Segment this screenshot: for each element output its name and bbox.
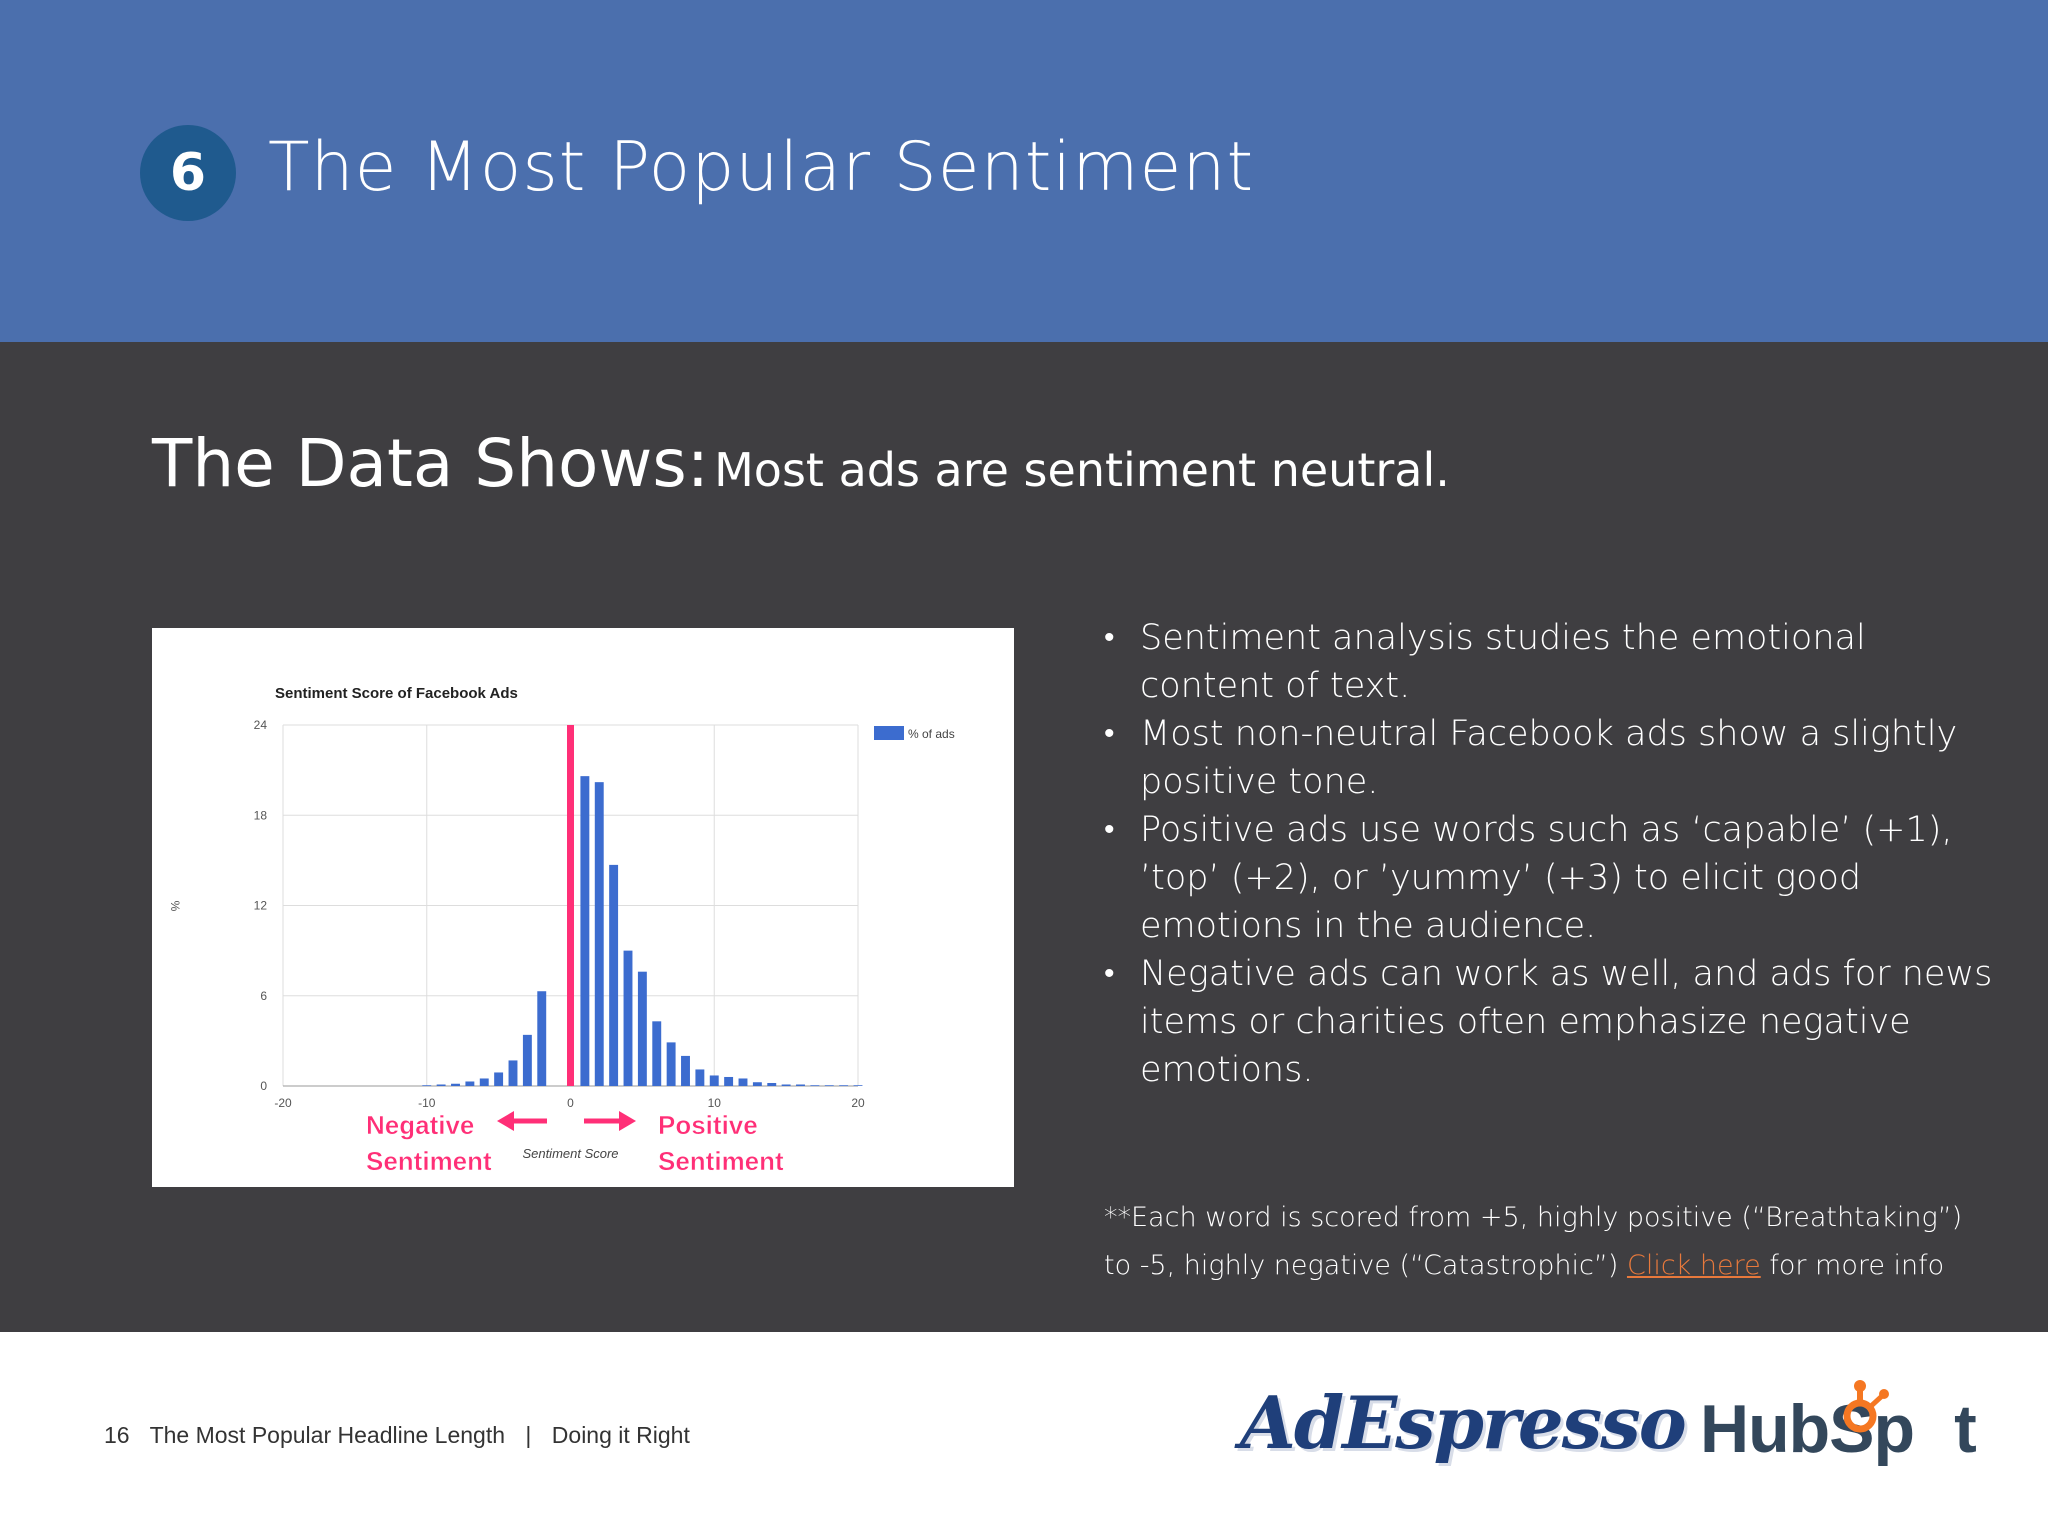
bullet-list: Sentiment analysis studies the emotional…	[1100, 614, 2000, 1094]
footnote-text: **Each word is scored from +5, highly po…	[1104, 1202, 1963, 1281]
bar	[695, 1069, 705, 1086]
positive-label: Sentiment	[658, 1146, 784, 1176]
bar	[724, 1076, 734, 1086]
page-title: The Most Popular Sentiment	[268, 128, 1255, 207]
y-tick-label: 18	[254, 808, 268, 822]
bar	[451, 1083, 460, 1086]
headline: The Data Shows: Most ads are sentiment n…	[152, 425, 1450, 502]
bar	[465, 1081, 475, 1086]
y-tick-label: 12	[254, 899, 268, 913]
adespresso-logo: AdEspresso	[1240, 1380, 1687, 1465]
x-axis-label: Sentiment Score	[522, 1146, 618, 1161]
y-axis-label: %	[168, 901, 182, 912]
header-banner: 6 The Most Popular Sentiment	[0, 0, 2048, 342]
bar	[839, 1085, 849, 1086]
bar	[609, 864, 619, 1086]
bullet-item: Negative ads can work as well, and ads f…	[1100, 950, 2000, 1094]
y-tick-label: 0	[260, 1079, 267, 1093]
bar	[681, 1055, 690, 1086]
footer-nav: 16 The Most Popular Headline Length | Do…	[104, 1422, 704, 1449]
hubspot-sprocket-icon	[1843, 1380, 1889, 1433]
bar	[781, 1084, 791, 1086]
negative-arrow-head	[497, 1111, 514, 1131]
bar-highlight-zero	[567, 725, 574, 1086]
bar	[796, 1084, 805, 1086]
bar	[494, 1072, 504, 1086]
bar	[738, 1078, 748, 1086]
x-tick-label: 20	[851, 1096, 865, 1110]
bullet-item: Most non-neutral Facebook ads show a sli…	[1100, 710, 2000, 806]
hubspot-logo: HubSp t	[1700, 1390, 1977, 1468]
headline-summary: Most ads are sentiment neutral.	[714, 443, 1450, 497]
x-tick-label: -20	[274, 1096, 292, 1110]
x-tick-label: -10	[418, 1096, 436, 1110]
bar	[436, 1084, 446, 1086]
positive-arrow-head	[619, 1111, 636, 1131]
sentiment-chart: Sentiment Score of Facebook Ads 0 6 12 18 24 -…	[152, 628, 1014, 1187]
bar	[853, 1085, 863, 1086]
footer-link-headline-length[interactable]: The Most Popular Headline Length	[149, 1422, 506, 1448]
footer-link-doing-it-right[interactable]: Doing it Right	[551, 1422, 690, 1448]
bar	[594, 782, 604, 1086]
chart-svg: Sentiment Score of Facebook Ads 0 6 12 18 24 -…	[168, 685, 955, 1176]
bar	[824, 1085, 834, 1086]
page-number: 16	[104, 1422, 130, 1448]
section-number-badge: 6	[140, 125, 236, 221]
x-tick-label: 0	[567, 1096, 574, 1110]
bar	[810, 1085, 820, 1086]
bullet-item: Sentiment analysis studies the emotional…	[1100, 614, 2000, 710]
hubspot-logo-part-b: t	[1954, 1391, 1977, 1467]
click-here-link[interactable]: Click here	[1626, 1250, 1761, 1281]
footer-separator: |	[525, 1422, 532, 1448]
footnote: **Each word is scored from +5, highly po…	[1104, 1194, 1984, 1290]
bar	[508, 1060, 518, 1086]
bar	[767, 1082, 777, 1086]
legend-label: % of ads	[908, 727, 955, 741]
negative-label: Sentiment	[366, 1146, 492, 1176]
bar	[537, 991, 547, 1086]
legend-swatch	[874, 726, 904, 740]
bar	[652, 1021, 662, 1086]
y-tick-label: 24	[254, 718, 268, 732]
x-tick-label: 10	[708, 1096, 722, 1110]
negative-label: Negative	[366, 1110, 474, 1140]
bar	[752, 1082, 762, 1086]
y-tick-label: 6	[260, 989, 267, 1003]
bar	[623, 950, 633, 1086]
footnote-after: for more info	[1760, 1250, 1945, 1281]
bar	[709, 1075, 719, 1086]
bar	[522, 1034, 532, 1086]
chart-title: Sentiment Score of Facebook Ads	[275, 685, 518, 702]
positive-label: Positive	[658, 1110, 758, 1140]
bar	[637, 971, 647, 1086]
bar	[666, 1042, 676, 1086]
headline-lead: The Data Shows:	[152, 425, 710, 502]
hubspot-logo-part-a: HubSp	[1700, 1391, 1915, 1467]
bullet-item: Positive ads use words such as ‘capable’…	[1100, 806, 2000, 950]
bar	[580, 776, 590, 1086]
bar	[479, 1078, 489, 1086]
bar	[422, 1085, 432, 1086]
